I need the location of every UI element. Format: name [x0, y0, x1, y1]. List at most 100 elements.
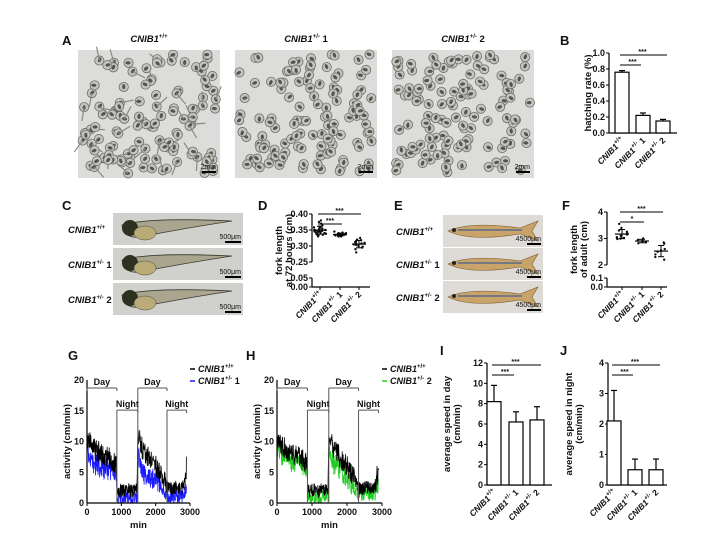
embryo-body — [172, 144, 176, 150]
embryo-body — [152, 121, 158, 126]
genotype-superscript: +/+ — [605, 487, 616, 498]
embryo-body — [166, 140, 172, 145]
genotype-superscript: +/- — [630, 140, 639, 149]
embryo-body — [501, 99, 507, 103]
embryo-body — [137, 113, 141, 120]
gene-name: CNIB1 — [390, 364, 417, 374]
embryo-body — [143, 66, 149, 71]
embryo-body — [164, 166, 169, 172]
panel-label-D: D — [258, 198, 267, 213]
embryo-body — [183, 60, 187, 66]
embryo-body — [466, 72, 472, 76]
y-axis-label: at 72 hours (cm) — [284, 214, 295, 287]
genotype-suffix: 2 — [432, 293, 440, 304]
genotype-superscript: +/- — [524, 492, 533, 501]
genotype-label: CNIB1+/- 2 — [396, 293, 440, 304]
embryo-body — [204, 84, 210, 89]
embryo-body — [517, 168, 523, 172]
y-tick-label: 2 — [478, 460, 483, 470]
embryo-body — [431, 55, 436, 60]
embryo-body — [445, 139, 451, 144]
y-axis-label: average speed in day — [442, 375, 453, 472]
embryo-body — [464, 109, 468, 115]
embryo-body — [369, 138, 374, 144]
embryo-body — [477, 79, 483, 84]
larva-tail — [88, 93, 93, 108]
panel-label-G: G — [68, 348, 78, 363]
embryo-body — [191, 105, 195, 111]
embryo-body — [324, 105, 328, 111]
y-axis-label: average speed in night — [564, 372, 575, 476]
embryo-body — [262, 145, 267, 151]
embryo-body — [423, 121, 429, 125]
x-tick-label: 1000 — [111, 507, 131, 517]
embryo-body — [494, 160, 500, 165]
y-tick-label: 0.25 — [290, 257, 308, 267]
embryo-body — [362, 67, 368, 72]
period-label: Day — [284, 377, 301, 387]
gene-name: CNIB1 — [390, 376, 417, 386]
embryo-body — [346, 116, 352, 120]
larva-tail — [189, 125, 198, 139]
gene-name: CNIB1 — [130, 34, 159, 45]
embryo-body — [453, 115, 459, 120]
embryo-body — [153, 93, 158, 98]
embryo-body — [332, 52, 337, 58]
larva-tail — [201, 91, 204, 106]
yolk-sac — [133, 225, 157, 241]
genotype-superscript: +/- — [417, 376, 424, 382]
bar — [648, 469, 664, 486]
larva-photo: 500μm — [113, 248, 243, 280]
fish-eye — [452, 294, 456, 298]
embryo-body — [500, 146, 506, 151]
embryo-body — [290, 60, 296, 64]
larva-tail — [176, 93, 187, 105]
y-tick-label: 2 — [599, 419, 604, 429]
embryo-body — [312, 94, 316, 100]
embryo-body — [144, 121, 149, 127]
x-tick-label: 1000 — [302, 507, 322, 517]
activity-trace — [86, 425, 187, 499]
y-tick-label: 4 — [599, 358, 604, 368]
larva-tail — [109, 49, 115, 63]
y-axis-label: fork length — [569, 225, 580, 274]
genotype-label: CNIB1+/+ — [198, 364, 234, 374]
embryo-body — [210, 88, 216, 93]
embryo-body — [458, 141, 463, 147]
embryo-body — [325, 136, 331, 141]
embryo-body — [486, 165, 492, 169]
embryo-body — [517, 76, 521, 82]
panel-label-F: F — [562, 198, 570, 213]
larva-tail — [171, 161, 178, 176]
data-point — [314, 232, 318, 235]
significance-stars: *** — [511, 359, 519, 366]
scale-bar-label: 2mm — [514, 164, 530, 171]
embryo-body — [107, 146, 113, 150]
embryo-body — [317, 154, 323, 158]
panel-label-J: J — [560, 343, 567, 358]
data-point — [316, 235, 320, 238]
genotype-superscript: +/- — [643, 492, 652, 501]
embryo-body — [308, 62, 313, 68]
embryo-body — [475, 54, 479, 60]
embryo-body — [424, 78, 430, 83]
data-point — [616, 237, 619, 241]
significance-stars: *** — [326, 218, 334, 225]
embryo-body — [416, 87, 423, 91]
embryo-body — [410, 67, 414, 73]
embryo-body — [202, 77, 207, 82]
y-tick-label: 0.0 — [590, 282, 603, 292]
embryo-body — [502, 159, 509, 163]
genotype-label: CNIB1+/+ — [130, 34, 168, 45]
genotype-suffix: 1 — [320, 34, 329, 45]
embryo-body — [367, 130, 373, 134]
embryo-body — [479, 107, 485, 111]
embryo-body — [169, 58, 174, 63]
significance-stars: *** — [628, 59, 636, 66]
y-axis-label: (cm/min) — [574, 404, 585, 444]
gene-name: CNIB1 — [396, 293, 425, 304]
embryo-body — [397, 72, 403, 78]
genotype-label: CNIB1+/- 2 — [441, 34, 485, 45]
embryo-body — [428, 136, 432, 142]
embryo-body — [281, 155, 286, 160]
